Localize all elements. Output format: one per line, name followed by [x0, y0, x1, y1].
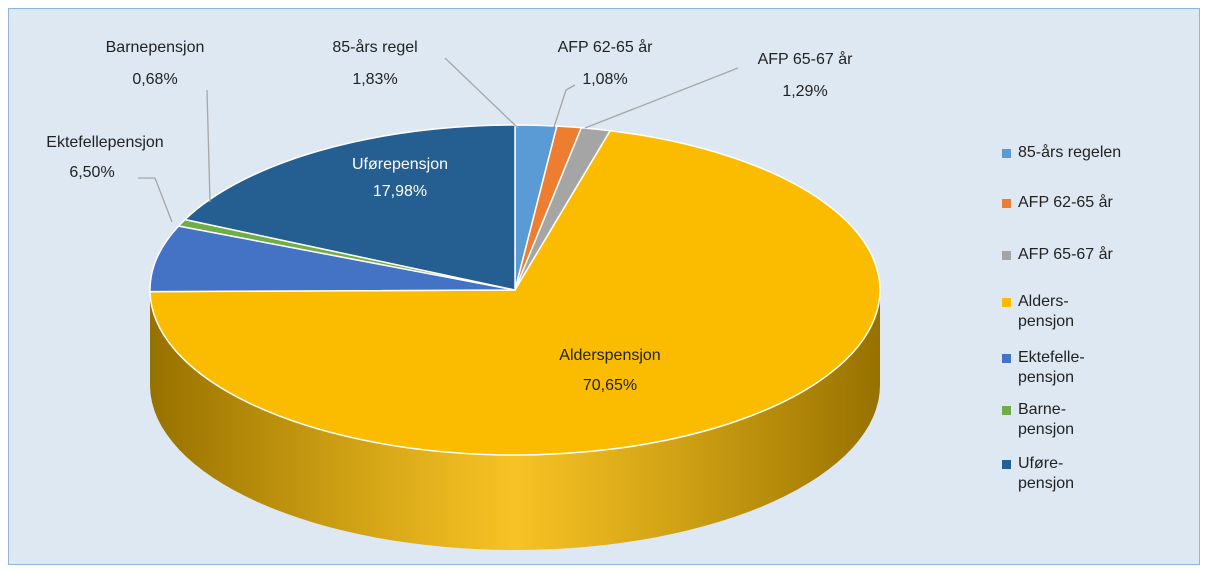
legend-swatch — [1002, 149, 1011, 158]
slice-value-label: 1,29% — [782, 83, 827, 100]
slice-label: Alderspensjon — [559, 347, 660, 364]
legend-label: AFP 62-65 år — [1018, 194, 1113, 211]
leader-line — [553, 84, 576, 128]
slice-label: AFP 65-67 år — [758, 50, 854, 68]
slice-value-label: 1,83% — [352, 71, 397, 88]
slice-label: 85-års regel — [332, 38, 417, 56]
slice — [183, 124, 516, 291]
legend-item: Uføre- pensjon — [1002, 454, 1074, 494]
legend-label: Alders- pensjon — [1018, 293, 1075, 330]
legend-label: Uføre- pensjon — [1018, 455, 1075, 492]
slice-label: Barnepensjon — [106, 39, 205, 56]
legend-item: Barne- pensjon — [1002, 400, 1074, 440]
legend-label: Ektefelle- pensjon — [1018, 349, 1085, 386]
legend-swatch — [1002, 298, 1011, 307]
legend-label: Barne- pensjon — [1018, 401, 1075, 438]
slice-side — [150, 290, 881, 551]
slice-value-label: 70,65% — [583, 377, 637, 394]
slice-label: AFP 62-65 år — [558, 38, 654, 56]
slice-value-label: 6,50% — [69, 164, 114, 181]
legend-swatch — [1002, 199, 1011, 208]
slice-value-label: 1,08% — [582, 71, 627, 88]
legend-swatch — [1002, 251, 1011, 260]
slice-label: Ektefellepensjon — [46, 134, 163, 151]
legend-label: 85-års regelen — [1018, 144, 1122, 161]
slice-value-label: 17,98% — [373, 183, 427, 200]
legend-item: 85-års regelen — [1002, 143, 1121, 163]
legend-item: AFP 65-67 år — [1002, 245, 1113, 265]
leader-line — [444, 57, 519, 129]
slice-label: Uførepensjon — [352, 156, 448, 173]
legend-label: AFP 65-67 år — [1018, 246, 1113, 263]
legend-item: Ektefelle- pensjon — [1002, 348, 1085, 388]
legend-swatch — [1002, 354, 1011, 363]
legend-item: AFP 62-65 år — [1002, 193, 1113, 213]
leader-line — [138, 177, 173, 223]
legend-swatch — [1002, 460, 1011, 469]
legend-swatch — [1002, 406, 1011, 415]
slice — [149, 225, 516, 293]
slice-value-label: 0,68% — [132, 71, 177, 88]
leader-line — [584, 67, 739, 129]
slice — [149, 129, 881, 456]
legend-item: Alders- pensjon — [1002, 292, 1074, 332]
leader-line — [206, 89, 211, 203]
